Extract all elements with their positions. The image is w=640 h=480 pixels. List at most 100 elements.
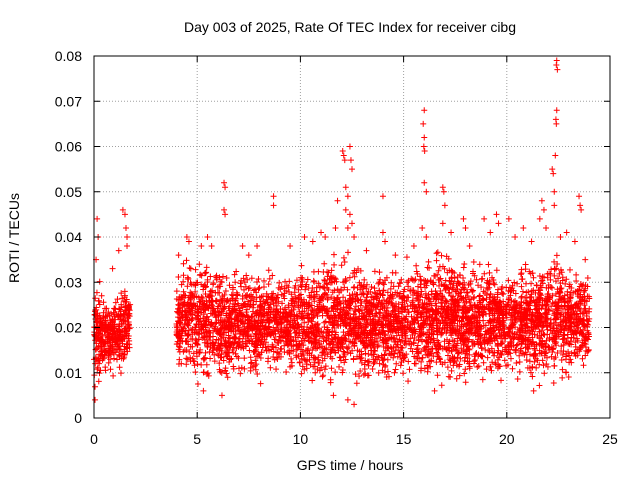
data-point — [484, 277, 491, 284]
data-point — [351, 273, 358, 280]
data-point — [330, 251, 337, 258]
data-point — [97, 348, 104, 355]
data-point — [319, 352, 326, 359]
data-point — [278, 283, 285, 290]
data-point — [254, 371, 261, 378]
data-point — [304, 312, 311, 319]
data-point — [548, 303, 555, 310]
data-point — [260, 284, 267, 291]
data-point — [298, 323, 305, 330]
data-point — [183, 355, 190, 362]
data-point — [461, 357, 468, 364]
data-point — [246, 285, 253, 292]
data-point — [237, 280, 244, 287]
data-point — [241, 365, 248, 372]
data-point — [192, 324, 199, 331]
data-point — [435, 267, 442, 274]
data-point — [553, 252, 560, 259]
data-point — [346, 292, 353, 299]
data-point — [491, 352, 498, 359]
data-point — [276, 279, 283, 286]
data-point — [244, 298, 251, 305]
data-point — [513, 342, 520, 349]
data-point — [210, 333, 217, 340]
data-point — [255, 285, 262, 292]
data-point — [314, 366, 321, 373]
data-point — [347, 350, 354, 357]
data-point — [265, 343, 272, 350]
data-point — [461, 370, 468, 377]
data-point — [438, 382, 445, 389]
data-point — [417, 276, 424, 283]
data-point — [433, 250, 440, 257]
data-point — [340, 254, 347, 261]
data-point — [324, 268, 331, 275]
data-point — [485, 261, 492, 268]
data-point — [380, 281, 387, 288]
data-point — [351, 307, 358, 314]
data-point — [366, 358, 373, 365]
data-point — [113, 356, 120, 363]
data-point — [320, 284, 327, 291]
data-point — [397, 290, 404, 297]
data-point — [293, 338, 300, 345]
data-point — [479, 275, 486, 282]
data-point — [405, 277, 412, 284]
data-point — [512, 349, 519, 356]
data-point — [420, 330, 427, 337]
data-point — [540, 331, 547, 338]
data-point — [416, 331, 423, 338]
data-point — [353, 380, 360, 387]
data-point — [211, 358, 218, 365]
data-point — [442, 287, 449, 294]
data-point — [308, 311, 315, 318]
data-point — [197, 271, 204, 278]
data-point — [357, 302, 364, 309]
data-point — [332, 369, 339, 376]
data-point — [371, 268, 378, 275]
data-point — [577, 300, 584, 307]
data-point — [96, 357, 103, 364]
data-point — [339, 369, 346, 376]
data-point — [295, 334, 302, 341]
data-point — [322, 363, 329, 370]
data-point — [101, 340, 108, 347]
data-point — [192, 288, 199, 295]
data-point — [344, 349, 351, 356]
data-point — [397, 362, 404, 369]
data-point — [255, 351, 262, 358]
data-point — [517, 271, 524, 278]
data-point — [212, 289, 219, 296]
x-tick-label: 10 — [293, 431, 309, 447]
data-point — [311, 278, 318, 285]
data-point — [216, 360, 223, 367]
data-point — [552, 278, 559, 285]
data-point — [119, 350, 126, 357]
data-point — [472, 357, 479, 364]
data-point — [406, 338, 413, 345]
data-point — [433, 303, 440, 310]
x-tick-label: 25 — [602, 431, 618, 447]
data-point — [424, 278, 431, 285]
data-point — [361, 276, 368, 283]
data-point — [231, 271, 238, 278]
data-point — [552, 291, 559, 298]
data-point — [180, 288, 187, 295]
data-point — [273, 366, 280, 373]
data-point — [198, 361, 205, 368]
data-point — [559, 351, 566, 358]
data-point — [284, 342, 291, 349]
data-point — [567, 356, 574, 363]
data-point — [419, 354, 426, 361]
data-point — [100, 299, 107, 306]
data-point — [96, 278, 103, 285]
data-point — [250, 348, 257, 355]
data-point — [434, 249, 441, 256]
data-point — [298, 262, 305, 269]
data-point — [375, 369, 382, 376]
data-point — [419, 330, 426, 337]
data-point — [279, 300, 286, 307]
data-point — [94, 364, 101, 371]
data-point — [498, 377, 505, 384]
